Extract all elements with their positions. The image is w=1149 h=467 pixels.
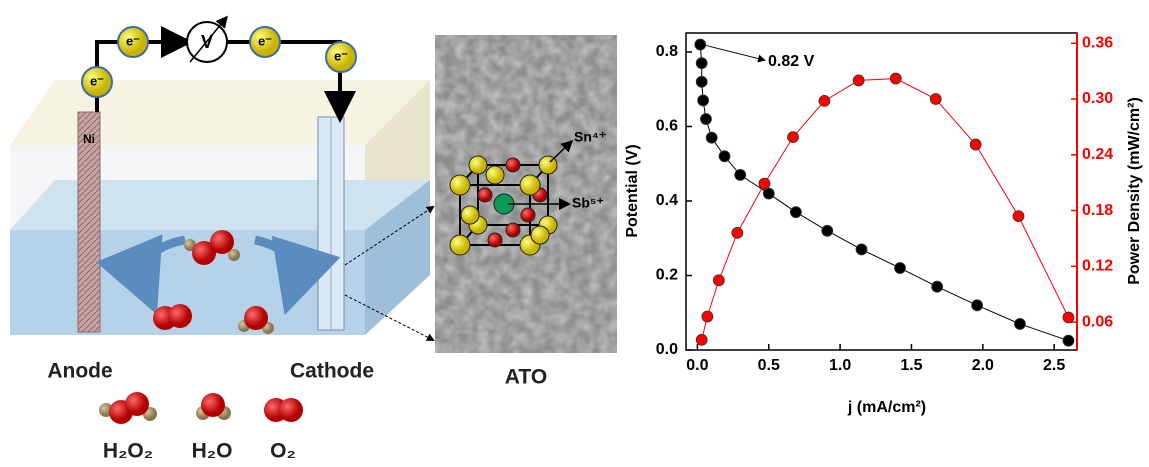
- y-tick-label: 0.0: [656, 341, 678, 358]
- data-point: [732, 227, 743, 238]
- annotation: 0.82 V: [768, 53, 815, 70]
- water-surface: [10, 180, 430, 230]
- ion-label: Sn⁴⁺: [574, 129, 606, 145]
- box-top: [10, 80, 430, 145]
- voltmeter-label: V: [201, 32, 213, 52]
- figure: Ni e⁻ e⁻ e⁻ e⁻ V Anode Cathode: [0, 0, 1149, 467]
- x-tick-label: 2.5: [1043, 357, 1065, 374]
- data-point: [853, 75, 864, 86]
- data-point: [1014, 318, 1025, 329]
- plot-frame: [686, 33, 1077, 350]
- data-point: [1013, 211, 1024, 222]
- data-point: [735, 169, 746, 180]
- data-point: [696, 76, 707, 87]
- x-tick-label: 1.5: [900, 357, 922, 374]
- sem-label: ATO: [505, 366, 547, 389]
- data-point: [790, 207, 801, 218]
- y-tick-label: 0.6: [656, 118, 678, 135]
- x-tick-label: 0.5: [758, 357, 780, 374]
- electron-label: e⁻: [334, 48, 348, 63]
- x-tick-label: 1.0: [829, 357, 851, 374]
- electron-label: e⁻: [258, 33, 272, 48]
- legend-label: H₂O₂: [103, 440, 153, 463]
- data-point: [822, 225, 833, 236]
- y2-axis-title: Power Density (mW/cm²): [1126, 97, 1143, 285]
- data-point: [759, 178, 770, 189]
- data-point: [856, 244, 867, 255]
- legend-label: H₂O: [192, 440, 233, 463]
- electron-label: e⁻: [126, 33, 140, 48]
- data-point: [719, 151, 730, 162]
- y-tick-label: 0.8: [656, 43, 678, 60]
- data-point: [706, 132, 717, 143]
- data-point: [890, 73, 901, 84]
- data-point: [695, 39, 706, 50]
- electron-label: e⁻: [90, 73, 104, 88]
- data-point: [895, 263, 906, 274]
- y2-tick-label: 0.18: [1082, 202, 1113, 219]
- ion-label: Sb⁵⁺: [572, 195, 604, 211]
- y2-tick-label: 0.24: [1082, 146, 1113, 163]
- chart: j (mA/cm²) Potential (V) Power Density (…: [624, 33, 1143, 416]
- data-point: [702, 311, 713, 322]
- data-point: [932, 281, 943, 292]
- data-point: [696, 58, 707, 69]
- data-point: [1063, 312, 1074, 323]
- data-point: [972, 300, 983, 311]
- annotation-arrow: [706, 46, 764, 60]
- data-point: [698, 95, 709, 106]
- y2-tick-label: 0.36: [1082, 34, 1113, 51]
- data-point: [788, 132, 799, 143]
- y-axis-title: Potential (V): [624, 144, 641, 237]
- x-tick-label: 2.0: [972, 357, 994, 374]
- series-line: [702, 79, 1069, 340]
- legend-label: O₂: [270, 440, 296, 463]
- data-point: [819, 95, 830, 106]
- y2-tick-label: 0.06: [1082, 313, 1113, 330]
- data-point: [713, 275, 724, 286]
- data-point: [970, 139, 981, 150]
- anode-metal: Ni: [83, 132, 95, 146]
- data-point: [1063, 335, 1074, 346]
- cell-diagram: Ni e⁻ e⁻ e⁻ e⁻ V Anode Cathode: [10, 18, 430, 463]
- x-tick-label: 0.0: [686, 357, 708, 374]
- data-point: [700, 114, 711, 125]
- data-point: [930, 94, 941, 105]
- series-line: [700, 45, 1068, 341]
- y-tick-label: 0.4: [656, 192, 678, 209]
- data-point: [763, 188, 774, 199]
- y2-tick-label: 0.30: [1082, 90, 1113, 107]
- cathode-label: Cathode: [290, 360, 374, 383]
- data-point: [696, 334, 707, 345]
- x-axis-title: j (mA/cm²): [847, 399, 926, 416]
- y-tick-label: 0.2: [656, 267, 678, 284]
- molecule-legend: [99, 392, 303, 424]
- anode-label: Anode: [47, 360, 112, 383]
- y2-tick-label: 0.12: [1082, 258, 1113, 275]
